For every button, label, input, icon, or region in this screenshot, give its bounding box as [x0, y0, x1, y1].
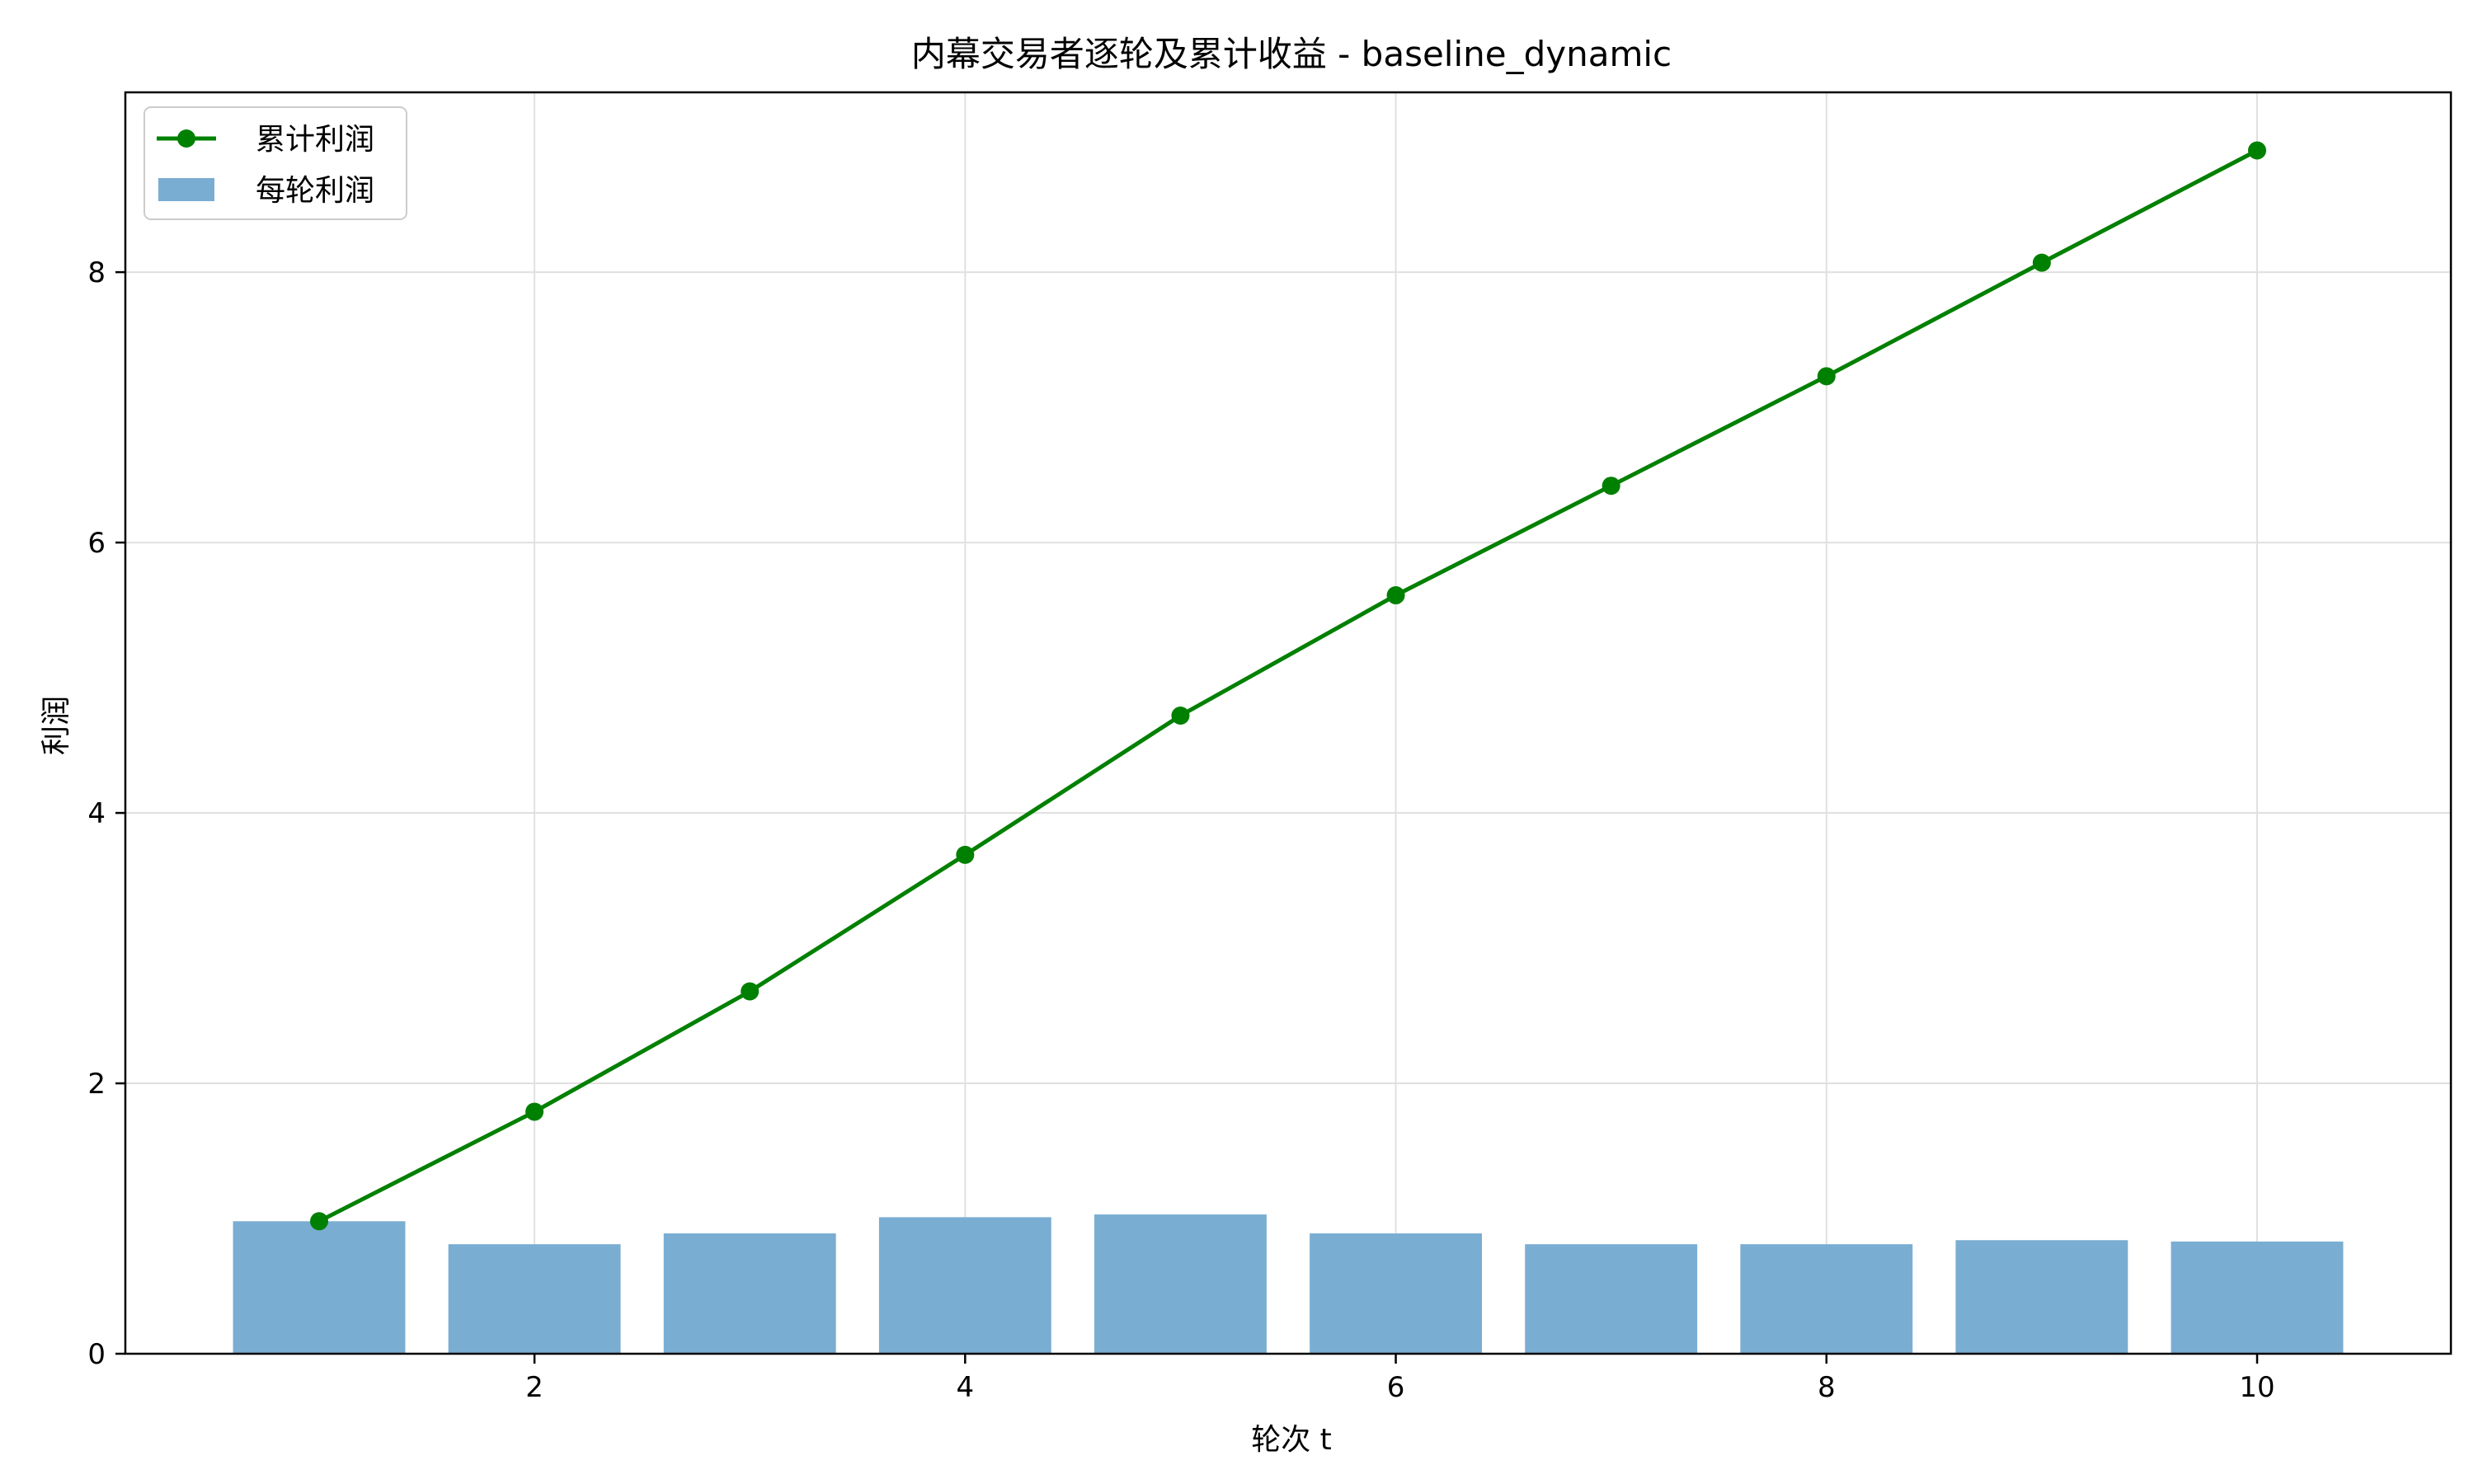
y-tick-label: 4	[87, 797, 106, 830]
bar	[448, 1244, 621, 1354]
legend: 累计利润 每轮利润	[143, 106, 407, 220]
y-tick-label: 0	[87, 1338, 106, 1371]
bar	[1094, 1214, 1267, 1354]
y-axis-label: 利润	[40, 696, 73, 755]
line-point	[1386, 586, 1405, 605]
y-tick-label: 2	[87, 1068, 106, 1101]
x-tick-label: 10	[2239, 1371, 2274, 1404]
line-point	[525, 1102, 544, 1121]
bar	[233, 1221, 406, 1354]
y-tick-label: 6	[87, 527, 106, 560]
plot-frame	[124, 91, 2453, 1355]
bar-series	[233, 1214, 2344, 1354]
bar	[878, 1217, 1051, 1354]
x-tick-label: 6	[1387, 1371, 1405, 1404]
y-tick-label: 8	[87, 256, 106, 289]
legend-bar-swatch	[158, 178, 214, 201]
line-point	[310, 1212, 328, 1231]
bar	[1310, 1233, 1482, 1354]
bar	[663, 1233, 836, 1354]
line-point	[956, 845, 975, 864]
y-axis-ticks: 0 2 4 6 8	[87, 256, 125, 1371]
line-series	[310, 141, 2266, 1231]
x-axis-ticks: 2 4 6 8 10	[525, 1354, 2275, 1404]
line-point	[1171, 706, 1190, 725]
x-axis-label: 轮次 t	[1251, 1423, 1332, 1457]
line-point	[1602, 477, 1620, 495]
legend-label-cumulative: 累计利润	[256, 123, 374, 157]
line-point	[2032, 253, 2051, 272]
bar	[1525, 1244, 1698, 1354]
line-point	[2248, 141, 2266, 160]
bar	[1955, 1240, 2128, 1354]
bar	[1740, 1244, 1913, 1354]
chart-title: 内幕交易者逐轮及累计收益 - baseline_dynamic	[911, 34, 1672, 74]
x-tick-label: 4	[957, 1371, 975, 1404]
bar	[2171, 1241, 2344, 1354]
x-tick-label: 8	[1818, 1371, 1836, 1404]
legend-marker-swatch	[177, 129, 195, 148]
cumulative-line	[317, 148, 2259, 1223]
x-tick-label: 2	[525, 1371, 543, 1404]
line-point	[741, 982, 760, 1001]
legend-label-per-round: 每轮利润	[256, 174, 374, 208]
line-point	[1817, 367, 1836, 386]
